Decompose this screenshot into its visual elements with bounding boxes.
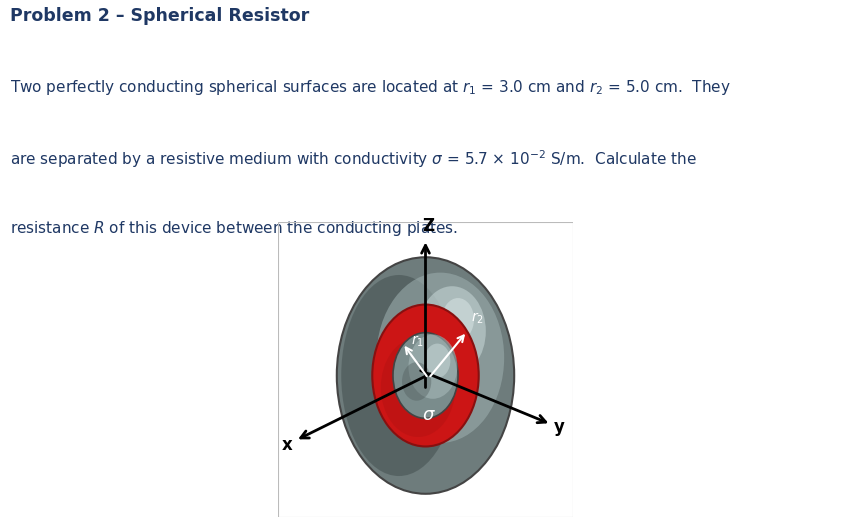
Ellipse shape bbox=[337, 257, 514, 494]
Text: resistance $R$ of this device between the conducting plates.: resistance $R$ of this device between th… bbox=[10, 219, 458, 238]
Text: x: x bbox=[282, 436, 293, 454]
Text: y: y bbox=[554, 418, 565, 436]
Ellipse shape bbox=[408, 335, 457, 399]
Text: $\sigma$: $\sigma$ bbox=[421, 406, 436, 423]
Ellipse shape bbox=[381, 338, 455, 437]
Text: $r_2$: $r_2$ bbox=[471, 311, 483, 326]
Text: Problem 2 – Spherical Resistor: Problem 2 – Spherical Resistor bbox=[10, 7, 310, 25]
Ellipse shape bbox=[402, 362, 431, 401]
Ellipse shape bbox=[419, 286, 486, 376]
Ellipse shape bbox=[425, 344, 450, 378]
Ellipse shape bbox=[341, 275, 456, 476]
Ellipse shape bbox=[442, 298, 474, 341]
Ellipse shape bbox=[393, 333, 458, 418]
Ellipse shape bbox=[376, 272, 504, 443]
Text: Z: Z bbox=[422, 217, 435, 235]
Text: $r_1$: $r_1$ bbox=[411, 334, 424, 349]
Text: are separated by a resistive medium with conductivity $\sigma$ = 5.7 × 10$^{-2}$: are separated by a resistive medium with… bbox=[10, 148, 697, 170]
Ellipse shape bbox=[372, 305, 479, 447]
Text: Two perfectly conducting spherical surfaces are located at $r_1$ = 3.0 cm and $r: Two perfectly conducting spherical surfa… bbox=[10, 78, 731, 97]
